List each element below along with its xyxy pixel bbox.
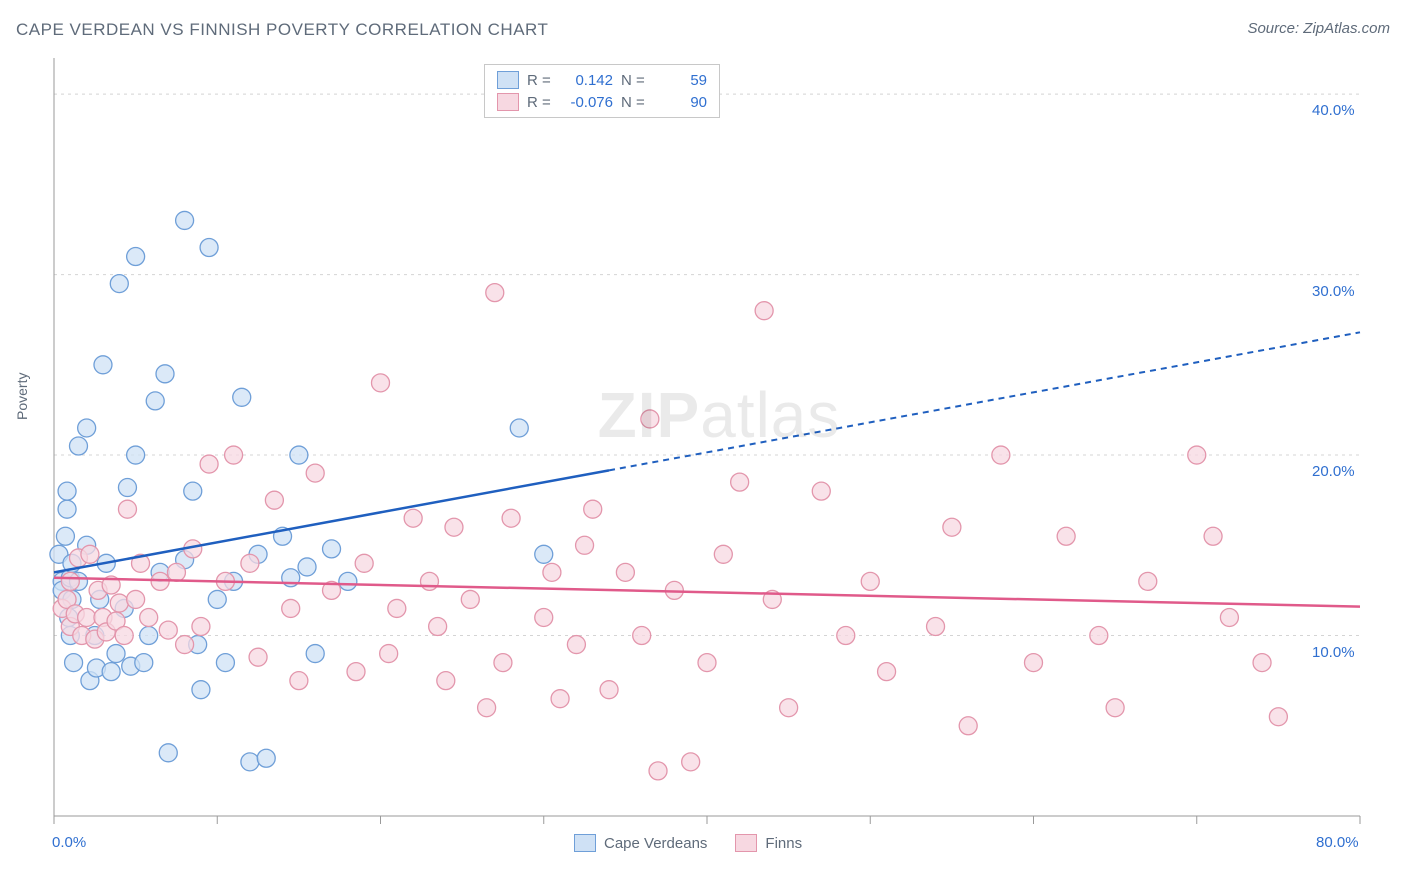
legend-swatch [497, 71, 519, 89]
stat-n-label: N = [621, 72, 647, 89]
legend-swatch [574, 834, 596, 852]
x-tick-label-left: 0.0% [52, 834, 86, 851]
stats-row: R = -0.076 N = 90 [485, 91, 719, 113]
legend: Cape Verdeans Finns [574, 834, 802, 852]
legend-swatch [497, 93, 519, 111]
stat-n-value: 59 [655, 72, 707, 89]
stat-r-label: R = [527, 94, 553, 111]
legend-label: Cape Verdeans [604, 835, 707, 852]
x-tick-label-right: 80.0% [1316, 834, 1359, 851]
y-tick-label: 10.0% [1312, 644, 1355, 661]
legend-label: Finns [765, 835, 802, 852]
stat-r-value: -0.076 [561, 94, 613, 111]
legend-item: Cape Verdeans [574, 834, 707, 852]
stat-r-value: 0.142 [561, 72, 613, 89]
stat-n-value: 90 [655, 94, 707, 111]
chart-source: Source: ZipAtlas.com [1247, 20, 1390, 37]
stat-r-label: R = [527, 72, 553, 89]
stats-row: R = 0.142 N = 59 [485, 69, 719, 91]
y-tick-label: 20.0% [1312, 463, 1355, 480]
scatter-svg [48, 58, 1390, 854]
plot-area: ZIPatlas R =0.142N =59R =-0.076N =90 Cap… [48, 58, 1390, 834]
legend-swatch [735, 834, 757, 852]
y-tick-label: 30.0% [1312, 283, 1355, 300]
chart-title: CAPE VERDEAN VS FINNISH POVERTY CORRELAT… [16, 20, 548, 40]
stat-n-label: N = [621, 94, 647, 111]
stats-box: R = 0.142 N = 59 R = -0.076 N = 90 [484, 64, 720, 118]
legend-item: Finns [735, 834, 802, 852]
y-tick-label: 40.0% [1312, 102, 1355, 119]
y-axis-label: Poverty [14, 373, 30, 420]
